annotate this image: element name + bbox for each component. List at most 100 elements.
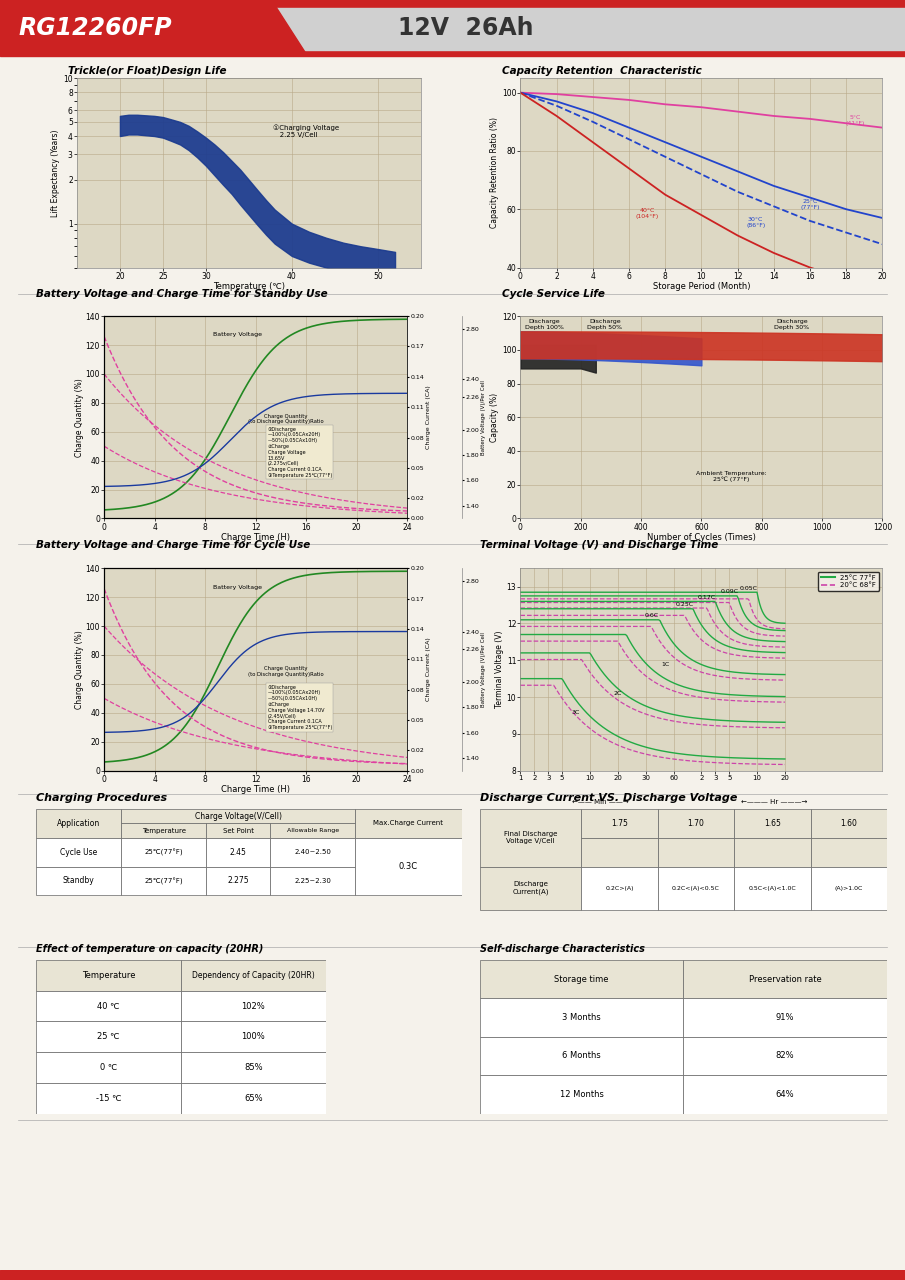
Bar xyxy=(206,867,270,896)
Bar xyxy=(811,867,887,910)
Text: 2.25~2.30: 2.25~2.30 xyxy=(294,878,331,884)
Text: Battery Voltage and Charge Time for Cycle Use: Battery Voltage and Charge Time for Cycl… xyxy=(36,540,310,550)
X-axis label: Number of Cycles (Times): Number of Cycles (Times) xyxy=(647,532,756,541)
Text: 91%: 91% xyxy=(776,1012,795,1023)
Text: 1.65: 1.65 xyxy=(764,819,781,828)
Text: Max.Charge Current: Max.Charge Current xyxy=(374,820,443,827)
Bar xyxy=(181,1083,326,1114)
Text: Final Discharge
Voltage V/Cell: Final Discharge Voltage V/Cell xyxy=(504,831,557,845)
Text: 5°C
(41°F): 5°C (41°F) xyxy=(845,115,865,125)
Text: 2.40~2.50: 2.40~2.50 xyxy=(294,849,331,855)
Text: Discharge
Depth 30%: Discharge Depth 30% xyxy=(775,319,809,330)
Legend: 25°C 77°F, 20°C 68°F: 25°C 77°F, 20°C 68°F xyxy=(818,572,879,591)
Text: 12V  26Ah: 12V 26Ah xyxy=(398,17,534,40)
Text: 2.45: 2.45 xyxy=(230,847,247,856)
Bar xyxy=(0,9,905,50)
Text: Dependency of Capacity (20HR): Dependency of Capacity (20HR) xyxy=(192,970,315,980)
Bar xyxy=(0,50,905,56)
Text: 25℃(77°F): 25℃(77°F) xyxy=(145,849,183,856)
Bar xyxy=(811,837,887,867)
Text: ←—— Min ——→: ←—— Min ——→ xyxy=(572,799,628,805)
Bar xyxy=(36,1021,181,1052)
Text: Terminal Voltage (V) and Discharge Time: Terminal Voltage (V) and Discharge Time xyxy=(480,540,718,550)
Text: 102%: 102% xyxy=(242,1001,265,1011)
Y-axis label: Charge Quantity (%): Charge Quantity (%) xyxy=(75,378,84,457)
Bar xyxy=(206,837,270,867)
Y-axis label: Lift Expectancy (Years): Lift Expectancy (Years) xyxy=(52,129,61,216)
Text: 1.60: 1.60 xyxy=(840,819,857,828)
Bar xyxy=(121,823,206,837)
Bar xyxy=(658,837,734,867)
Bar xyxy=(734,837,811,867)
Text: 1.75: 1.75 xyxy=(611,819,628,828)
Text: 0.2C<(A)<0.5C: 0.2C<(A)<0.5C xyxy=(672,886,720,891)
Text: ①Charging Voltage
   2.25 V/Cell: ①Charging Voltage 2.25 V/Cell xyxy=(273,124,339,138)
Polygon shape xyxy=(0,0,308,56)
Text: Charge Quantity
(to Discharge Quantity)Ratio: Charge Quantity (to Discharge Quantity)R… xyxy=(248,666,324,677)
Text: 65%: 65% xyxy=(244,1093,262,1103)
Bar xyxy=(683,1037,887,1075)
X-axis label: Charge Time (H): Charge Time (H) xyxy=(221,532,291,541)
Text: 40 ℃: 40 ℃ xyxy=(98,1001,119,1011)
Bar xyxy=(121,867,206,896)
Text: 25 ℃: 25 ℃ xyxy=(98,1032,119,1042)
Bar xyxy=(480,867,582,910)
Text: 64%: 64% xyxy=(776,1089,795,1100)
Text: Discharge
Depth 50%: Discharge Depth 50% xyxy=(587,319,623,330)
X-axis label: Temperature (℃): Temperature (℃) xyxy=(213,282,285,291)
Bar xyxy=(582,837,658,867)
Text: 0.5C<(A)<1.0C: 0.5C<(A)<1.0C xyxy=(748,886,796,891)
Bar xyxy=(683,998,887,1037)
Text: ①Discharge
—100%(0.05CAx20H)
—50%(0.05CAx10H)
②Charge
Charge Voltage 14.70V
(2.4: ①Discharge —100%(0.05CAx20H) —50%(0.05CA… xyxy=(268,685,332,730)
Text: Discharge Time (Min): Discharge Time (Min) xyxy=(634,812,725,820)
Bar xyxy=(356,838,462,896)
Bar xyxy=(270,837,356,867)
Text: Ambient Temperature:
25℃ (77°F): Ambient Temperature: 25℃ (77°F) xyxy=(696,471,767,483)
Bar xyxy=(121,809,356,823)
Text: Battery Voltage: Battery Voltage xyxy=(214,585,262,590)
Bar xyxy=(36,837,121,867)
Text: Charge Quantity
(to Discharge Quantity)Ratio: Charge Quantity (to Discharge Quantity)R… xyxy=(248,413,324,425)
Text: 12 Months: 12 Months xyxy=(559,1089,604,1100)
Bar xyxy=(36,1052,181,1083)
Bar xyxy=(683,960,887,998)
Text: Temperature: Temperature xyxy=(81,970,136,980)
Bar xyxy=(36,960,181,991)
Y-axis label: Capacity Retention Ratio (%): Capacity Retention Ratio (%) xyxy=(490,118,499,228)
Text: 0.6C: 0.6C xyxy=(644,613,658,618)
Text: 85%: 85% xyxy=(244,1062,262,1073)
Bar xyxy=(582,809,658,837)
Bar xyxy=(181,991,326,1021)
Text: Set Point: Set Point xyxy=(223,828,253,833)
Bar xyxy=(480,998,683,1037)
Text: 1C: 1C xyxy=(661,662,670,667)
Text: 25°C
(77°F): 25°C (77°F) xyxy=(800,200,820,210)
Text: Storage time: Storage time xyxy=(554,974,609,984)
Bar xyxy=(480,809,582,867)
Bar xyxy=(36,809,121,837)
Text: 0.2C>(A): 0.2C>(A) xyxy=(605,886,634,891)
Text: Cycle Service Life: Cycle Service Life xyxy=(502,289,605,300)
Y-axis label: Battery Voltage (V)/Per Cell: Battery Voltage (V)/Per Cell xyxy=(481,632,486,707)
Bar xyxy=(181,1052,326,1083)
Bar xyxy=(356,809,462,837)
Text: Standby: Standby xyxy=(62,877,95,886)
Bar xyxy=(811,809,887,837)
Text: Capacity Retention  Characteristic: Capacity Retention Characteristic xyxy=(502,67,702,77)
Y-axis label: Charge Current (CA): Charge Current (CA) xyxy=(426,385,431,449)
Text: 25℃(77°F): 25℃(77°F) xyxy=(145,877,183,884)
Bar xyxy=(36,867,121,896)
Text: Application: Application xyxy=(57,819,100,828)
Bar xyxy=(480,1075,683,1114)
Text: RG12260FP: RG12260FP xyxy=(18,17,172,40)
Text: -15 ℃: -15 ℃ xyxy=(96,1093,121,1103)
Text: Allowable Range: Allowable Range xyxy=(287,828,338,833)
Text: Charging Procedures: Charging Procedures xyxy=(36,794,167,804)
Bar xyxy=(181,1021,326,1052)
Text: 0.09C: 0.09C xyxy=(720,589,738,594)
Text: 3 Months: 3 Months xyxy=(562,1012,601,1023)
Bar xyxy=(683,1075,887,1114)
Text: ←——— Hr ———→: ←——— Hr ———→ xyxy=(740,799,807,805)
Y-axis label: Charge Current (CA): Charge Current (CA) xyxy=(426,637,431,701)
Bar xyxy=(270,867,356,896)
